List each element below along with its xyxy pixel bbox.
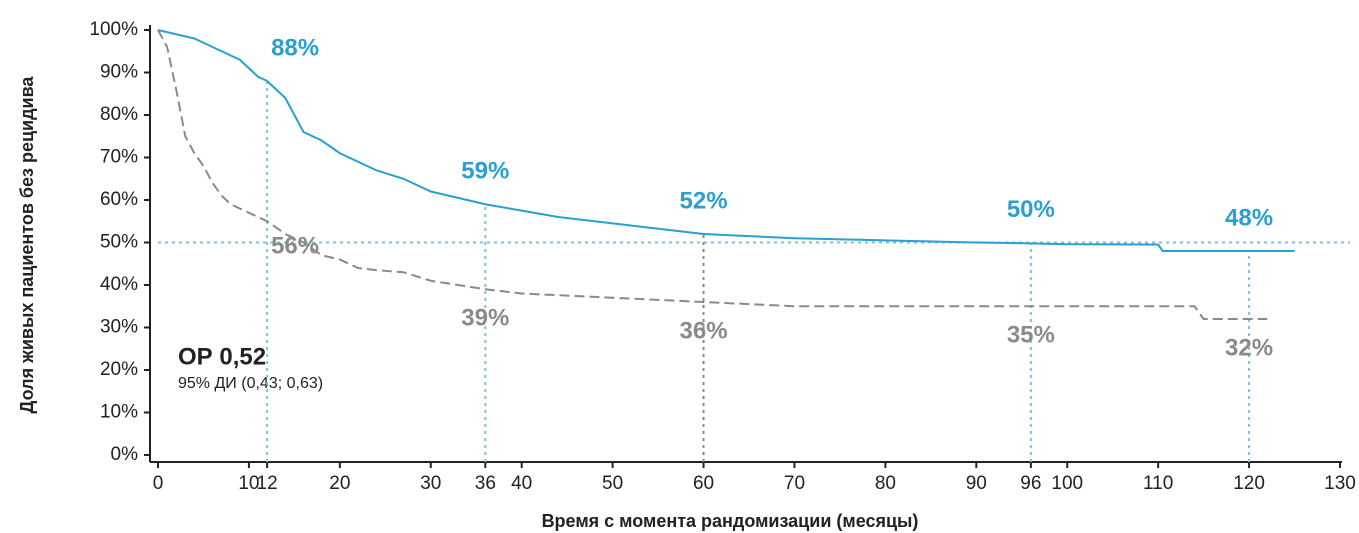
x-tick-label: 36 xyxy=(475,473,496,494)
point-label: 35% xyxy=(1007,322,1055,349)
x-tick-label: 130 xyxy=(1324,473,1356,494)
x-tick-label: 50 xyxy=(602,473,623,494)
hazard-ratio: ОР 0,52 xyxy=(178,343,266,370)
y-tick-label: 90% xyxy=(100,62,138,83)
y-tick-label: 80% xyxy=(100,104,138,125)
x-axis-label: Время с момента рандомизации (месяцы) xyxy=(542,511,919,531)
y-tick-label: 60% xyxy=(100,189,138,210)
y-tick-label: 30% xyxy=(100,317,138,338)
x-tick-label: 96 xyxy=(1020,473,1041,494)
y-tick-label: 40% xyxy=(100,274,138,295)
y-tick-label: 50% xyxy=(100,232,138,253)
x-tick-label: 10 xyxy=(238,473,259,494)
y-tick-label: 100% xyxy=(89,19,138,40)
y-axis-label: Доля живых пациентов без рецидива xyxy=(17,76,37,414)
x-tick-label: 60 xyxy=(693,473,714,494)
x-tick-label: 20 xyxy=(329,473,350,494)
x-tick-label: 12 xyxy=(257,473,278,494)
survival-curve xyxy=(157,29,1268,320)
point-label: 52% xyxy=(680,187,728,214)
x-tick-label: 100 xyxy=(1051,473,1083,494)
point-label: 48% xyxy=(1225,204,1273,231)
x-tick-label: 30 xyxy=(420,473,441,494)
x-tick-label: 70 xyxy=(784,473,805,494)
confidence-interval: 95% ДИ (0,43; 0,63) xyxy=(178,375,323,392)
x-tick-label: 80 xyxy=(875,473,896,494)
x-tick-label: 120 xyxy=(1233,473,1265,494)
point-label: 39% xyxy=(461,305,509,332)
y-tick-label: 0% xyxy=(111,444,139,465)
survival-curve xyxy=(157,29,1295,252)
point-label: 88% xyxy=(271,34,319,61)
y-tick-label: 20% xyxy=(100,359,138,380)
x-tick-label: 90 xyxy=(966,473,987,494)
x-tick-label: 110 xyxy=(1143,473,1173,494)
point-label: 56% xyxy=(271,232,319,259)
point-label: 32% xyxy=(1225,334,1273,361)
point-label: 59% xyxy=(461,158,509,185)
point-label: 50% xyxy=(1007,196,1055,223)
x-tick-label: 40 xyxy=(511,473,532,494)
point-label: 36% xyxy=(680,317,728,344)
x-tick-label: 0 xyxy=(153,473,164,494)
y-tick-label: 70% xyxy=(100,147,138,168)
y-tick-label: 10% xyxy=(100,402,138,423)
